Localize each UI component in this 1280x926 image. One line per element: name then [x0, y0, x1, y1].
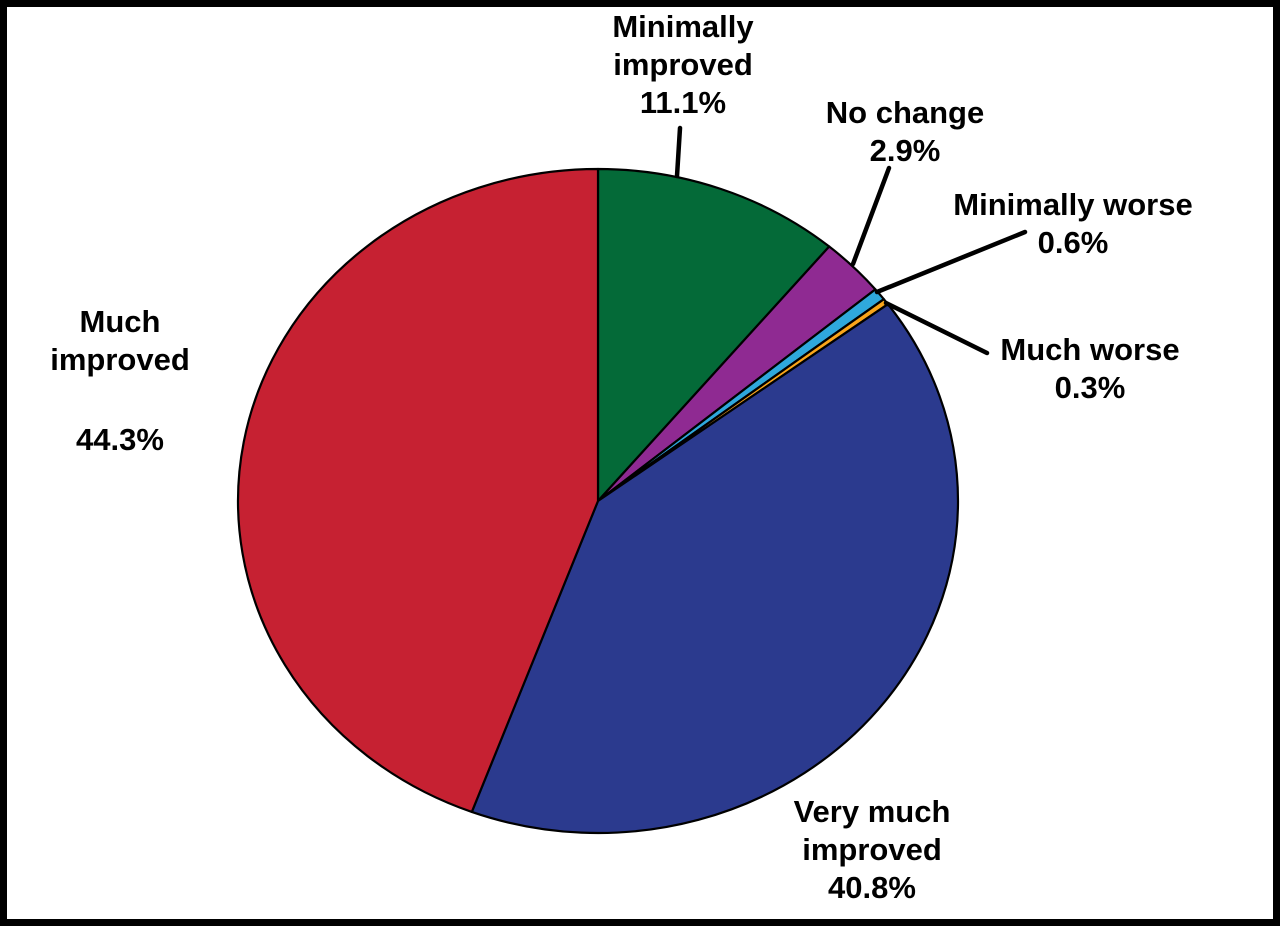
- leader-line-minimally-worse: [874, 229, 1028, 295]
- pie-slices-group: [236, 167, 960, 835]
- leader-line-no-change: [850, 165, 892, 267]
- slice-label-text: Minimally improved: [612, 9, 754, 82]
- slice-label-no-change: No change 2.9%: [795, 94, 1015, 170]
- pie-slice-minimally-improved: [596, 167, 831, 503]
- leader-lines-group: [674, 125, 1028, 356]
- slice-label-text: Minimally worse: [953, 187, 1193, 222]
- slice-label-minimally-worse: Minimally worse 0.6%: [923, 186, 1223, 262]
- slice-percent-text: 44.3%: [76, 422, 164, 457]
- slice-label-text: Much improved: [50, 304, 190, 377]
- slice-label-minimally-improved: Minimally improved 11.1%: [568, 8, 798, 122]
- slice-percent-text: 0.3%: [1054, 370, 1126, 405]
- slice-label-much-worse: Much worse 0.3%: [980, 331, 1200, 407]
- pie-slice-very-much-improved: [470, 303, 960, 835]
- slice-label-much-improved: Much improved 44.3%: [20, 303, 220, 459]
- slice-percent-text: 11.1%: [639, 85, 727, 120]
- slice-percent-text: 0.6%: [1037, 225, 1109, 260]
- slice-label-very-much-improved: Very much improved 40.8%: [772, 793, 972, 907]
- slice-percent-text: 40.8%: [828, 870, 916, 905]
- slice-label-text: Much worse: [1000, 332, 1180, 367]
- slice-percent-text: 2.9%: [869, 133, 941, 168]
- leader-line-minimally-improved: [674, 125, 683, 179]
- pie-slice-much-improved: [236, 167, 600, 814]
- leader-line-much-worse: [883, 300, 990, 356]
- slice-label-text: No change: [825, 95, 985, 130]
- slice-label-text: Very much improved: [793, 794, 951, 867]
